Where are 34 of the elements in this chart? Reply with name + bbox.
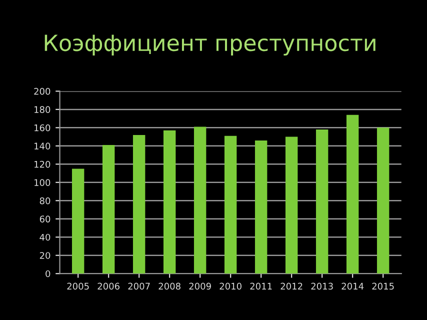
bar bbox=[102, 145, 115, 274]
x-tick-label: 2006 bbox=[98, 282, 120, 290]
y-tick-label: 0 bbox=[46, 270, 50, 278]
y-tick-label: 80 bbox=[40, 197, 50, 204]
y-tick-label: 160 bbox=[34, 124, 50, 132]
x-tick-label: 2011 bbox=[250, 282, 272, 290]
y-tick-label: 140 bbox=[34, 142, 50, 150]
x-tick-label: 2005 bbox=[67, 282, 89, 290]
x-tick-label: 2008 bbox=[158, 282, 180, 290]
y-tick-label: 120 bbox=[34, 160, 50, 168]
y-tick-label: 40 bbox=[40, 234, 50, 241]
bar bbox=[194, 126, 206, 274]
y-tick-label: 200 bbox=[34, 88, 50, 95]
y-tick-label: 100 bbox=[34, 179, 50, 186]
x-tick-label: 2010 bbox=[220, 282, 242, 290]
bar bbox=[72, 168, 84, 274]
bar bbox=[254, 140, 268, 274]
bar bbox=[376, 128, 390, 274]
y-tick-label: 20 bbox=[40, 252, 50, 259]
y-tick-label: 180 bbox=[34, 106, 50, 113]
bar bbox=[346, 114, 359, 274]
bar bbox=[224, 136, 237, 274]
x-tick-label: 2007 bbox=[128, 282, 150, 290]
x-tick-label: 2009 bbox=[189, 282, 211, 290]
x-tick-label: 2015 bbox=[372, 282, 394, 290]
x-tick-label: 2013 bbox=[311, 282, 333, 290]
bar bbox=[163, 130, 176, 274]
bar bbox=[316, 130, 328, 274]
y-tick-label: 60 bbox=[40, 216, 50, 222]
x-tick-label: 2012 bbox=[280, 282, 302, 290]
chart-title: Коэффициент преступности bbox=[44, 34, 376, 56]
x-tick-label: 2014 bbox=[342, 282, 364, 290]
bar bbox=[285, 136, 298, 274]
bar bbox=[132, 134, 146, 274]
